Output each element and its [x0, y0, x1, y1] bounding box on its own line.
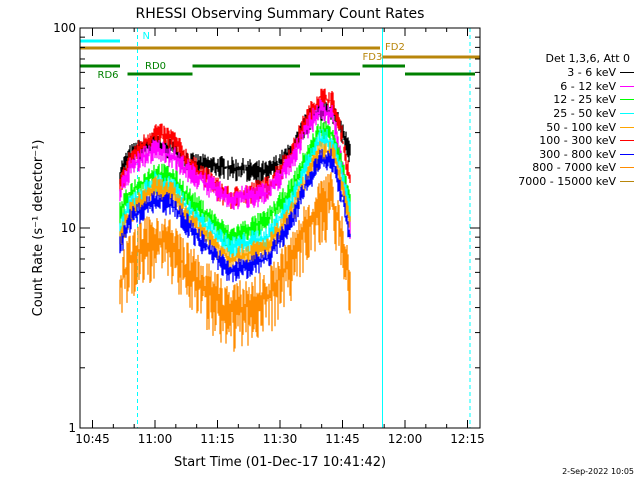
legend-item-label: 12 - 25 keV — [553, 93, 616, 107]
mode-label-fd2: FD2 — [385, 42, 405, 53]
series-6-12-kev — [119, 99, 351, 239]
legend-swatch — [620, 181, 634, 183]
mode-label-rd6: RD6 — [98, 70, 119, 81]
x-tick-label: 12:00 — [388, 432, 423, 446]
x-tick-label: 11:45 — [325, 432, 360, 446]
legend-item-label: 800 - 7000 keV — [532, 161, 616, 175]
legend-swatch — [620, 140, 634, 142]
legend-item: 25 - 50 keV — [484, 107, 636, 121]
legend: Det 1,3,6, Att 0 3 - 6 keV 6 - 12 keV 12 -… — [484, 52, 636, 188]
mode-label-n: N — [143, 31, 150, 42]
x-tick-label: 12:15 — [450, 432, 485, 446]
series-800-7000-kev — [119, 172, 351, 352]
legend-item-label: 25 - 50 keV — [553, 107, 616, 121]
y-tick-label: 1 — [68, 421, 76, 435]
legend-swatch — [620, 72, 634, 74]
mode-label-fd3: FD3 — [363, 52, 383, 63]
chart-title: RHESSI Observing Summary Count Rates — [136, 6, 425, 22]
legend-item: 50 - 100 keV — [484, 120, 636, 134]
legend-item: 3 - 6 keV — [484, 66, 636, 80]
legend-item-label: 100 - 300 keV — [539, 134, 616, 148]
legend-swatch — [620, 99, 634, 101]
x-tick-label: 10:45 — [75, 432, 110, 446]
legend-item: 100 - 300 keV — [484, 134, 636, 148]
legend-title: Det 1,3,6, Att 0 — [545, 52, 630, 65]
legend-item-label: 6 - 12 keV — [560, 79, 616, 93]
x-axis-label: Start Time (01-Dec-17 10:41:42) — [174, 455, 386, 470]
legend-item: 7000 - 15000 keV — [484, 175, 636, 189]
y-axis-label: Count Rate (s⁻¹ detector⁻¹) — [31, 140, 46, 317]
date-stamp: 2-Sep-2022 10:05 — [562, 467, 634, 476]
legend-item-label: 3 - 6 keV — [567, 66, 616, 80]
legend-swatch — [620, 126, 634, 128]
series-300-800-kev — [119, 148, 351, 283]
x-tick-label: 11:15 — [200, 432, 235, 446]
legend-item-label: 50 - 100 keV — [546, 120, 616, 134]
x-tick-label: 11:00 — [138, 432, 173, 446]
legend-item: 12 - 25 keV — [484, 93, 636, 107]
legend-swatch — [620, 113, 634, 115]
legend-item: 6 - 12 keV — [484, 80, 636, 94]
x-tick-label: 11:30 — [263, 432, 298, 446]
legend-item: 300 - 800 keV — [484, 148, 636, 162]
legend-swatch — [620, 167, 634, 169]
mode-label-rd0: RD0 — [145, 61, 166, 72]
legend-item: 800 - 7000 keV — [484, 161, 636, 175]
legend-item-label: 7000 - 15000 keV — [518, 175, 616, 189]
legend-swatch — [620, 153, 634, 155]
legend-swatch — [620, 85, 634, 87]
y-tick-label: 100 — [53, 21, 76, 35]
y-tick-label: 10 — [61, 221, 76, 235]
legend-item-label: 300 - 800 keV — [539, 147, 616, 161]
